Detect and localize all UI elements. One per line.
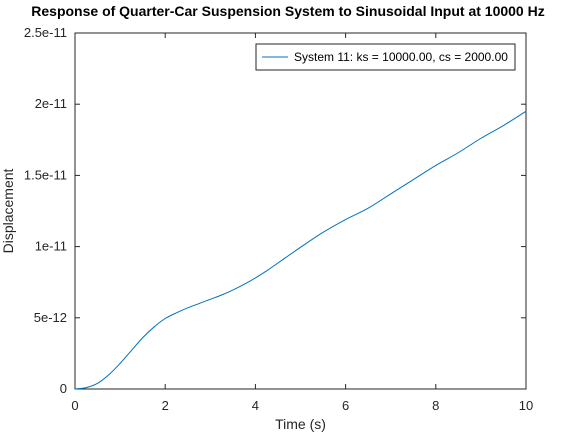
x-tick-label: 2 <box>162 398 169 413</box>
x-axis-label: Time (s) <box>275 416 326 432</box>
y-tick-label: 2.5e-11 <box>24 25 67 40</box>
y-tick-label: 1.5e-11 <box>24 167 67 182</box>
series-line <box>74 110 527 390</box>
y-tick-label: 1e-11 <box>35 239 67 254</box>
x-tick-label: 10 <box>519 398 533 413</box>
plot-area <box>74 32 527 390</box>
chart-title: Response of Quarter-Car Suspension Syste… <box>31 3 544 19</box>
legend-entry-label: System 11: ks = 10000.00, cs = 2000.00 <box>294 50 508 64</box>
y-tick-label: 2e-11 <box>35 96 67 111</box>
x-axis-ticks: 0 2 4 6 8 10 <box>71 33 533 413</box>
x-tick-label: 4 <box>252 398 259 413</box>
y-tick-label: 0 <box>60 381 67 396</box>
legend-box <box>255 43 516 71</box>
y-axis-label: Displacement <box>0 168 16 253</box>
legend: System 11: ks = 10000.00, cs = 2000.00 <box>255 43 516 71</box>
y-tick-label: 5e-12 <box>34 310 67 325</box>
axes-box <box>74 32 527 390</box>
x-tick-label: 8 <box>432 398 439 413</box>
x-tick-label: 6 <box>342 398 349 413</box>
y-axis-ticks: 0 5e-12 1e-11 1.5e-11 2e-11 2.5e-11 <box>24 25 526 396</box>
series-layer <box>74 110 527 390</box>
x-tick-label: 0 <box>71 398 78 413</box>
